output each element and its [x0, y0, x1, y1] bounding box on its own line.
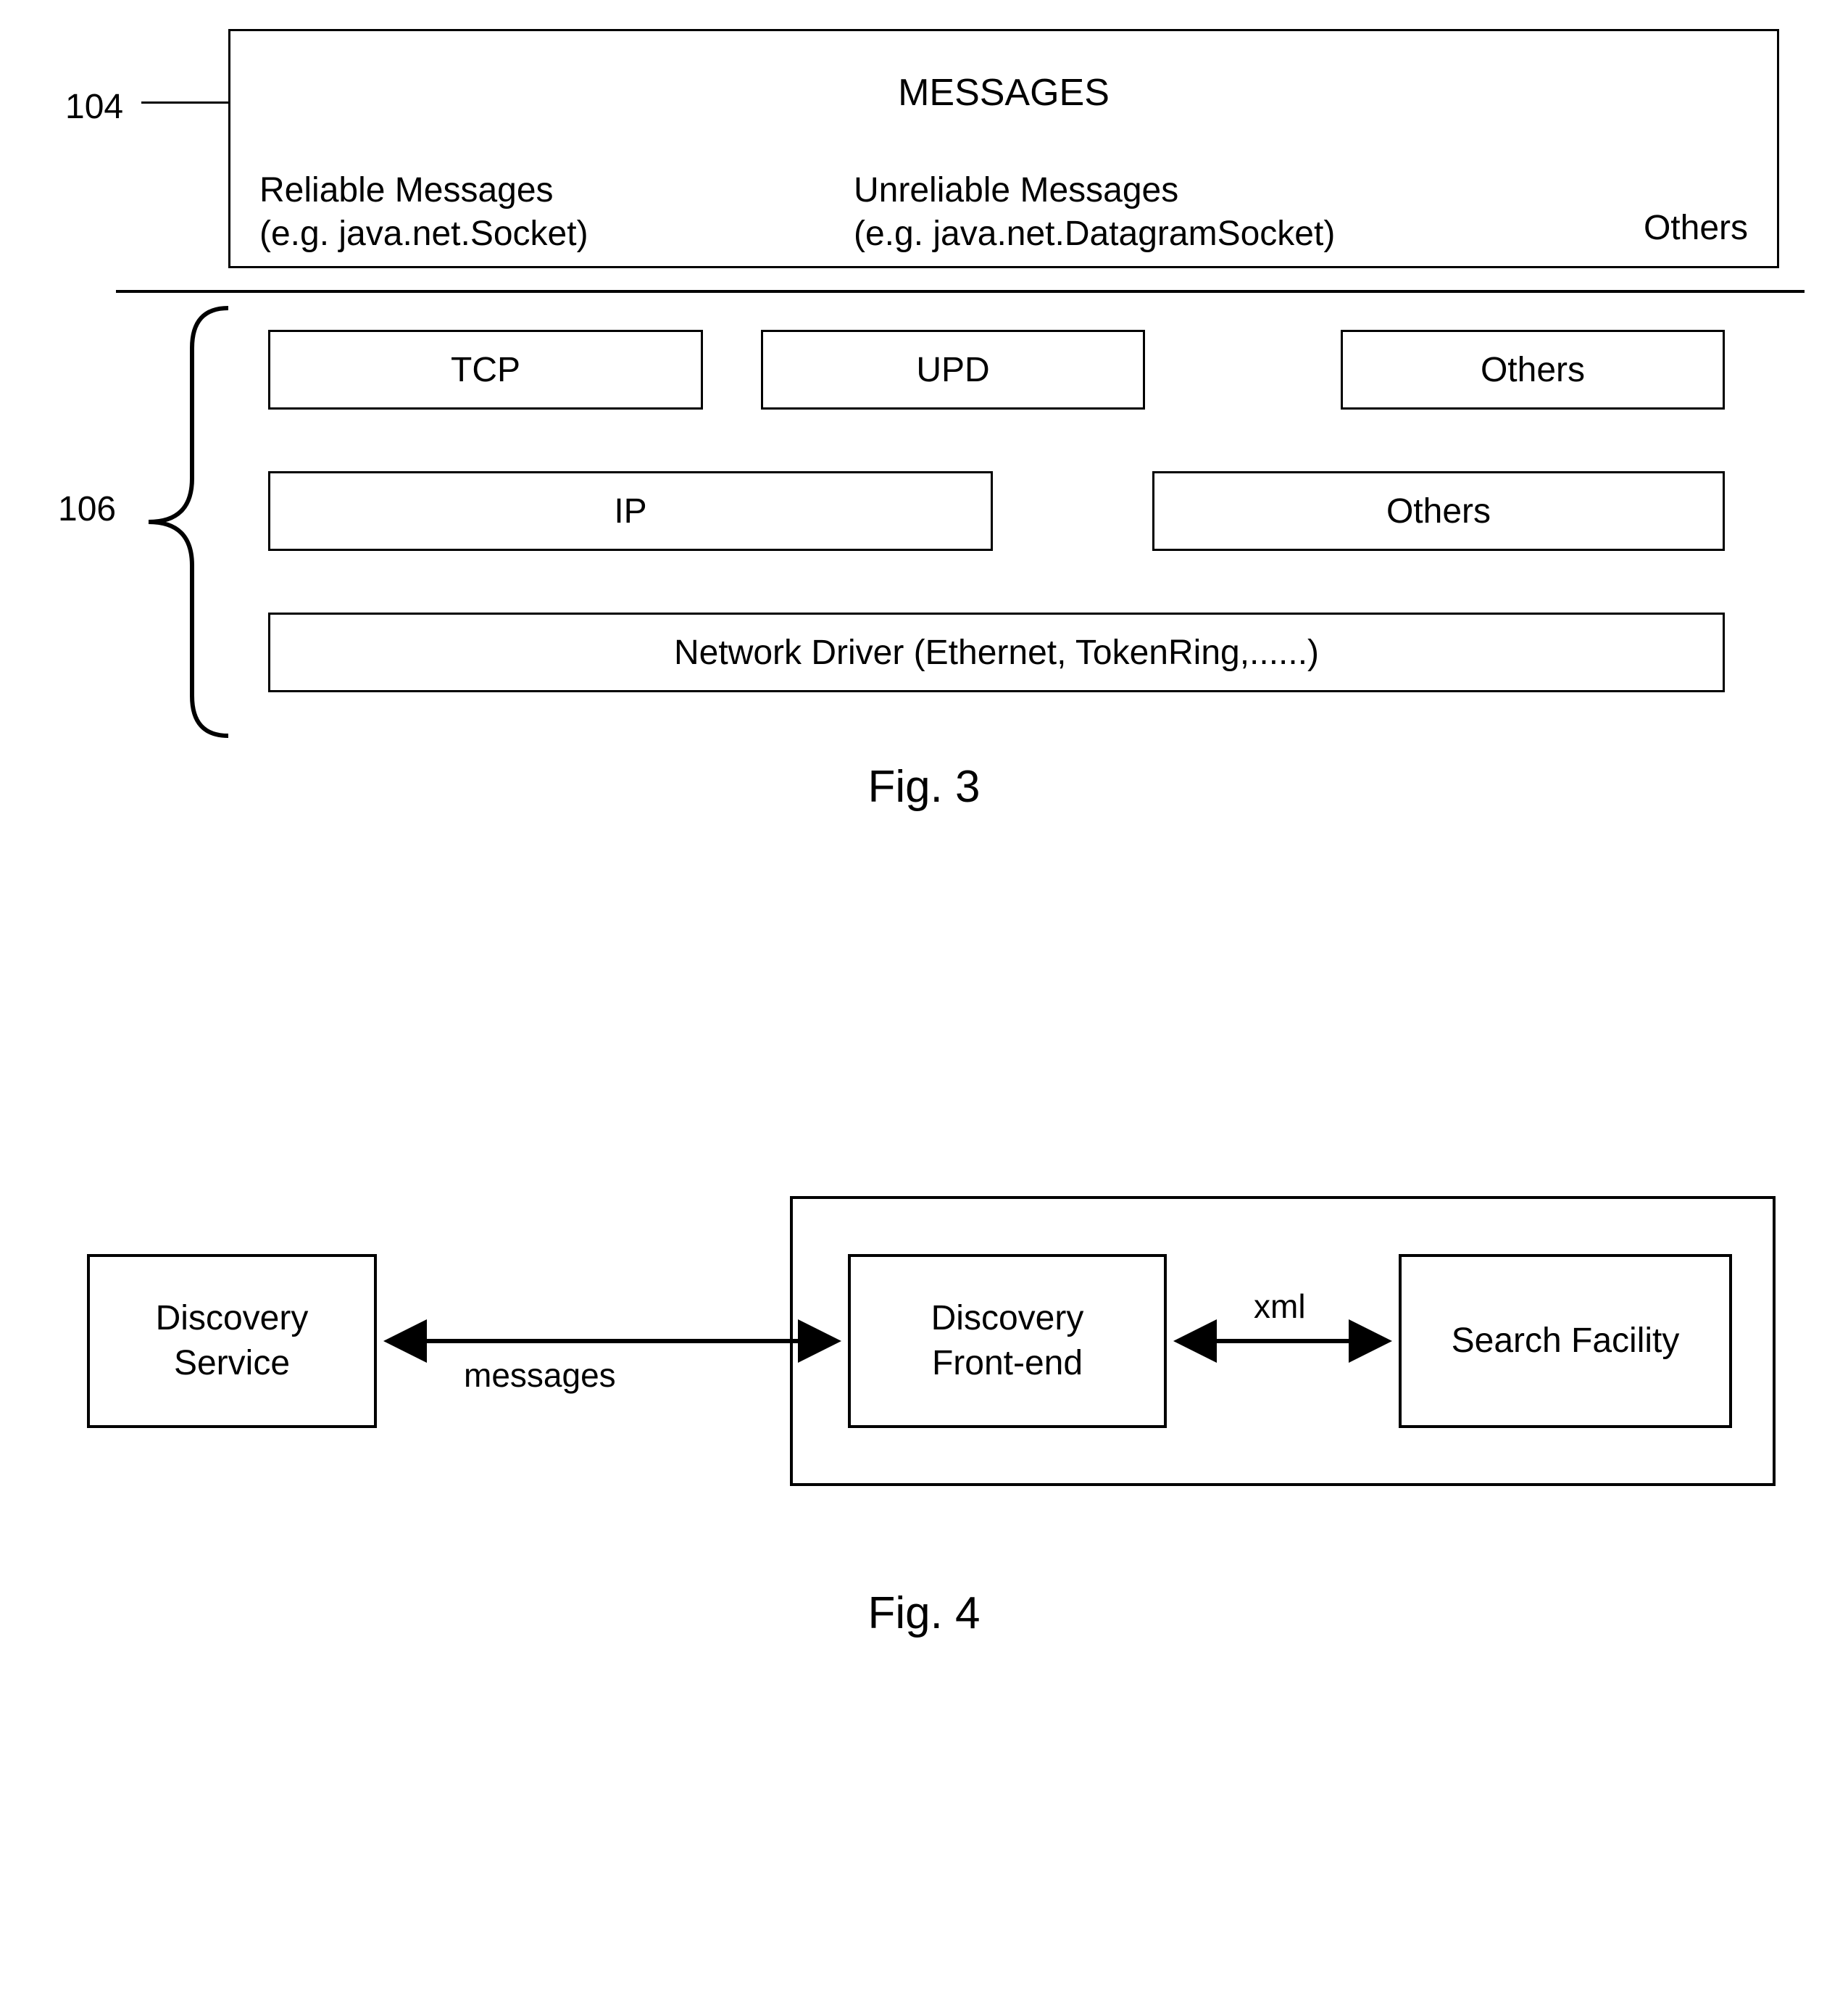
page: 104 MESSAGES Reliable Messages (e.g. jav…: [29, 29, 1819, 1783]
unreliable-line2: (e.g. java.net.DatagramSocket): [854, 212, 1335, 256]
figure-3: 104 MESSAGES Reliable Messages (e.g. jav…: [29, 29, 1819, 826]
figure-3-caption: Fig. 3: [29, 761, 1819, 813]
divider-line: [116, 290, 1805, 293]
label-106: 106: [58, 489, 116, 529]
figure-4-caption: Fig. 4: [29, 1588, 1819, 1639]
messages-title: MESSAGES: [230, 71, 1777, 115]
others-messages-text: Others: [1644, 208, 1748, 248]
arrow-messages-icon: [29, 1131, 1819, 1566]
figure-4: Discovery Service Discovery Front-end Se…: [29, 1131, 1819, 1783]
others-box-2: Others: [1152, 471, 1725, 551]
bracket-106-icon: [141, 304, 228, 739]
leader-104: [141, 101, 228, 104]
ip-box: IP: [268, 471, 993, 551]
network-driver-box: Network Driver (Ethernet, TokenRing,....…: [268, 613, 1725, 692]
others-box-1: Others: [1341, 330, 1725, 410]
upd-box: UPD: [761, 330, 1145, 410]
reliable-line2: (e.g. java.net.Socket): [259, 212, 588, 256]
messages-layer-box: MESSAGES Reliable Messages (e.g. java.ne…: [228, 29, 1779, 268]
tcp-box: TCP: [268, 330, 703, 410]
reliable-line1: Reliable Messages: [259, 169, 588, 212]
label-104: 104: [65, 87, 123, 127]
reliable-messages-text: Reliable Messages (e.g. java.net.Socket): [259, 169, 588, 256]
xml-arrow-label: xml: [1254, 1287, 1306, 1326]
messages-arrow-label: messages: [464, 1356, 616, 1395]
unreliable-line1: Unreliable Messages: [854, 169, 1335, 212]
unreliable-messages-text: Unreliable Messages (e.g. java.net.Datag…: [854, 169, 1335, 256]
